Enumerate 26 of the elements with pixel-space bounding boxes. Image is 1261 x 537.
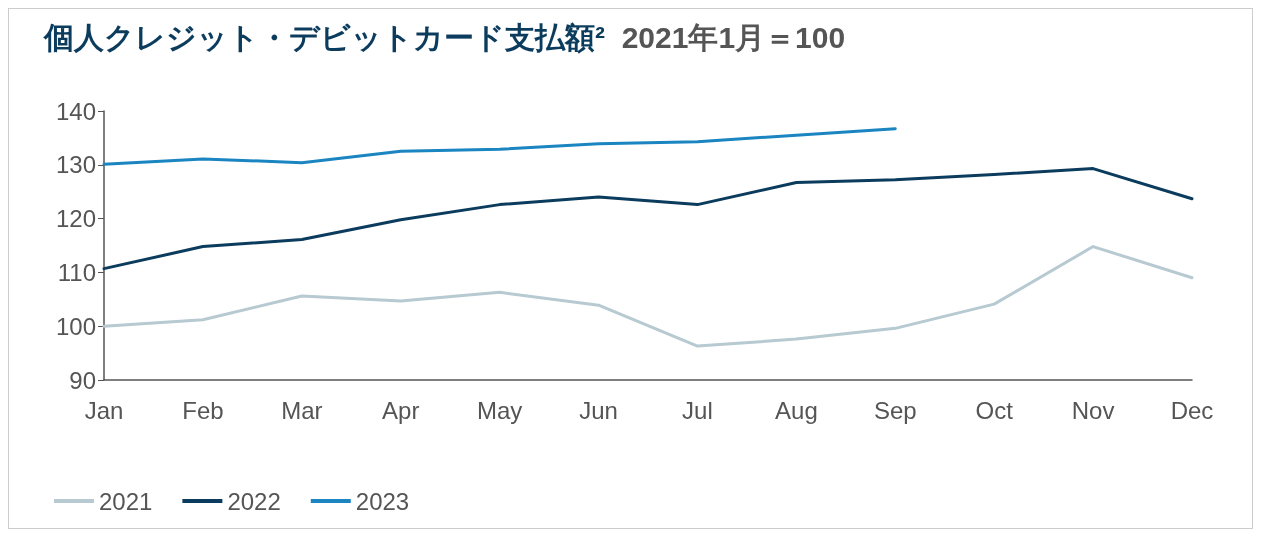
line-series: [102, 245, 1194, 348]
x-tick-label: May: [476, 396, 523, 424]
line-series: [102, 167, 1194, 271]
y-tick-label: 140: [55, 97, 96, 125]
x-tick-label: Dec: [1170, 396, 1214, 424]
x-tick-label: Aug: [775, 396, 818, 424]
legend-label: 2023: [355, 487, 410, 515]
y-tick-label: 130: [55, 151, 96, 179]
y-tick-label: 120: [55, 205, 96, 233]
chart-subtitle: 2021年1月＝100: [604, 20, 846, 54]
legend-label: 2021: [99, 487, 153, 515]
x-tick-label: Feb: [182, 396, 224, 424]
x-tick-label: Apr: [382, 396, 420, 424]
line-series: [102, 127, 897, 166]
y-tick-label: 100: [55, 312, 96, 340]
x-tick-label: Sep: [873, 396, 917, 424]
y-tick-label: 110: [57, 258, 96, 286]
chart-title: 個人クレジット・デビットカード支払額²: [43, 20, 605, 54]
x-tick-label: Jan: [84, 396, 124, 424]
x-tick-label: Jul: [682, 396, 713, 424]
x-tick-label: Oct: [975, 396, 1014, 424]
x-tick-label: Nov: [1071, 396, 1115, 424]
y-tick-label: 90: [69, 366, 96, 394]
x-tick-label: Jun: [579, 396, 618, 424]
legend-label: 2022: [227, 487, 281, 515]
x-tick-label: Mar: [281, 396, 323, 424]
